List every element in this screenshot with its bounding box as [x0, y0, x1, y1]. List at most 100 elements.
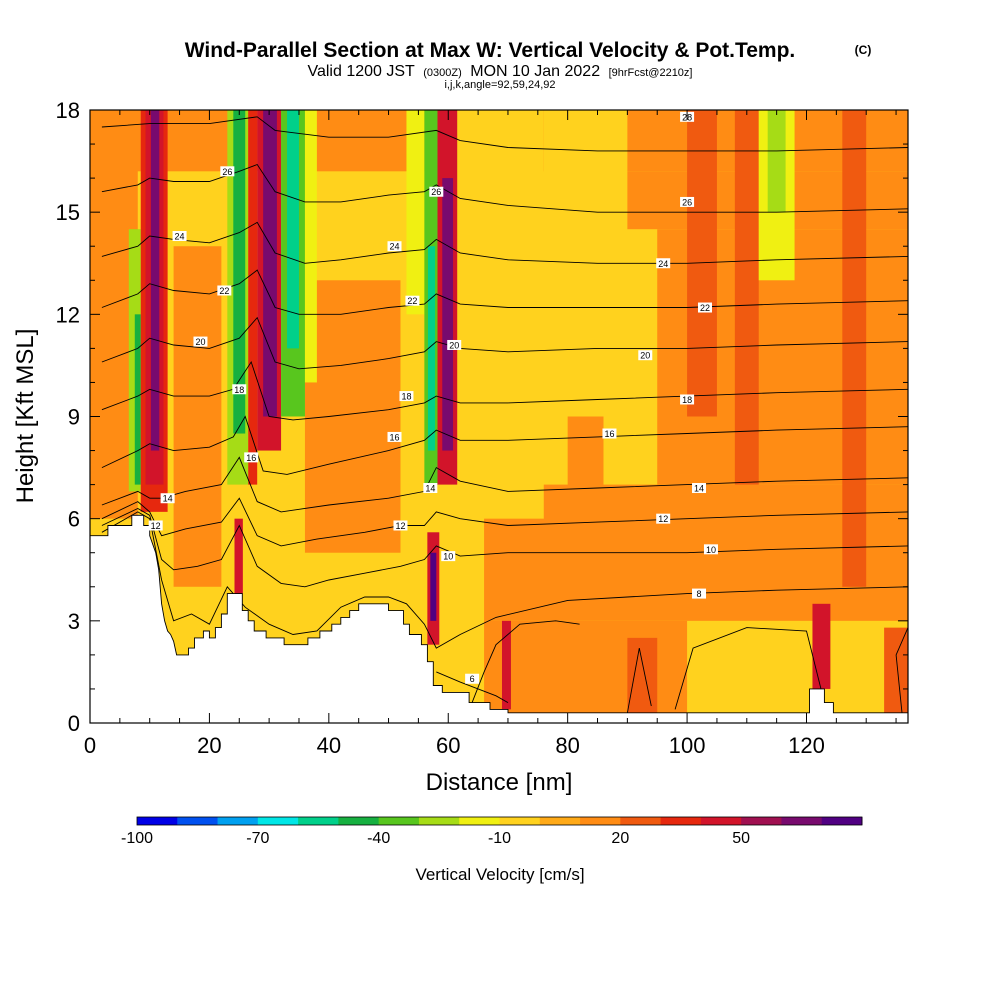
- colorbar-swatch: [499, 817, 541, 825]
- velocity-cell: [173, 246, 222, 587]
- contour-label-box: [602, 428, 617, 439]
- contour-label-box: [697, 302, 712, 313]
- contour-label: 24: [175, 232, 185, 242]
- velocity-cell: [627, 637, 658, 713]
- contour-label: 10: [443, 552, 453, 562]
- contour-label-box: [423, 483, 438, 494]
- velocity-cell: [263, 110, 277, 417]
- contour-label-box: [220, 166, 235, 177]
- colorbar-swatch: [539, 817, 581, 825]
- colorbar-swatch: [418, 817, 460, 825]
- contour-label-box: [692, 588, 707, 599]
- contour-label-box: [387, 431, 402, 442]
- theta-contour: [674, 627, 825, 710]
- theta-contour: [626, 648, 652, 713]
- contour-label: 18: [234, 385, 244, 395]
- contour-label: 12: [395, 521, 405, 531]
- contour-label: 26: [682, 197, 692, 207]
- contour-label: 22: [219, 286, 229, 296]
- theta-contour: [895, 627, 908, 713]
- contour-label-box: [429, 186, 444, 197]
- contour-label-box: [244, 452, 259, 463]
- x-tick-label: 80: [555, 733, 579, 758]
- velocity-cell: [767, 110, 786, 213]
- theta-contour: [101, 316, 908, 370]
- velocity-cell: [287, 110, 299, 349]
- theta-contour: [436, 671, 509, 703]
- chart-subtitle-grid: i,j,k,angle=92,59,24,92: [444, 79, 555, 91]
- contour-label: 10: [706, 545, 716, 555]
- y-tick-label: 3: [68, 609, 80, 634]
- contour-label-box: [172, 231, 187, 242]
- colorbar-tick-label: 20: [611, 830, 629, 847]
- contour-label-box: [217, 285, 232, 296]
- contour-label: 24: [390, 242, 400, 252]
- velocity-cell: [884, 627, 908, 713]
- contour-label-box: [405, 295, 420, 306]
- colorbar-swatch: [177, 817, 219, 825]
- contour-label-box: [465, 673, 480, 684]
- contour-label-box: [393, 520, 408, 531]
- velocity-cell: [248, 110, 258, 485]
- theta-contour: [101, 269, 908, 315]
- colorbar-swatch: [338, 817, 380, 825]
- contour-label: 12: [658, 514, 668, 524]
- subtitle-valid: Valid 1200 JST: [307, 63, 415, 80]
- velocity-cell: [304, 110, 317, 383]
- chart-title: Wind-Parallel Section at Max W: Vertical…: [185, 39, 796, 62]
- velocity-cell: [134, 314, 141, 485]
- colorbar-tick-label: -70: [246, 830, 269, 847]
- colorbar-swatch: [821, 817, 863, 825]
- theta-contour: [101, 497, 908, 547]
- velocity-field: [90, 110, 908, 723]
- x-tick-label: 40: [317, 733, 341, 758]
- colorbar-swatch: [700, 817, 742, 825]
- subtitle-utc: (0300Z): [423, 67, 462, 79]
- colorbar-swatch: [257, 817, 299, 825]
- colorbar-swatch: [580, 817, 621, 825]
- theta-contour: [471, 620, 580, 703]
- y-axis-label: Height [Kft MSL]: [12, 329, 39, 504]
- contour-label: 26: [222, 167, 232, 177]
- velocity-cell: [233, 110, 246, 434]
- velocity-cell: [150, 110, 160, 451]
- contour-label-box: [441, 551, 456, 562]
- colorbar-tick-label: -10: [488, 830, 511, 847]
- contour-label-box: [193, 336, 208, 347]
- terrain: [90, 514, 908, 723]
- colorbar-swatch: [378, 817, 420, 825]
- colorbar-swatch: [298, 817, 339, 825]
- velocity-cell: [734, 110, 759, 485]
- contour-label-box: [160, 493, 175, 504]
- contour-label-box: [399, 391, 414, 402]
- contour-label: 16: [604, 429, 614, 439]
- y-tick-label: 18: [56, 98, 80, 123]
- contour-label-box: [692, 483, 707, 494]
- theta-contour: [101, 415, 908, 475]
- colorbar: -100 -70 -40 -10 20 50: [121, 816, 863, 847]
- y-tick-label: 9: [68, 405, 80, 430]
- velocity-cell: [406, 110, 425, 315]
- y-tick-label: 12: [56, 302, 80, 327]
- velocity-cell: [430, 552, 437, 621]
- x-tick-label: 100: [669, 733, 706, 758]
- contour-label-box: [656, 258, 671, 269]
- contour-label: 6: [470, 674, 475, 684]
- y-tick-label: 6: [68, 507, 80, 532]
- contour-label-box: [680, 196, 695, 207]
- colorbar-label: Vertical Velocity [cm/s]: [415, 865, 584, 884]
- velocity-cell: [427, 246, 436, 451]
- x-tick-label: 60: [436, 733, 460, 758]
- velocity-cell: [304, 280, 401, 553]
- x-tick-label: 0: [84, 733, 96, 758]
- velocity-cell: [567, 416, 604, 604]
- contour-label: 16: [390, 432, 400, 442]
- velocity-cell: [842, 110, 867, 587]
- contour-label: 24: [658, 259, 668, 269]
- velocity-cell: [812, 603, 831, 689]
- chart-title-badge: (C): [855, 43, 872, 57]
- subtitle-forecast: [9hrFcst@2210z]: [609, 67, 693, 79]
- colorbar-swatch: [137, 817, 178, 825]
